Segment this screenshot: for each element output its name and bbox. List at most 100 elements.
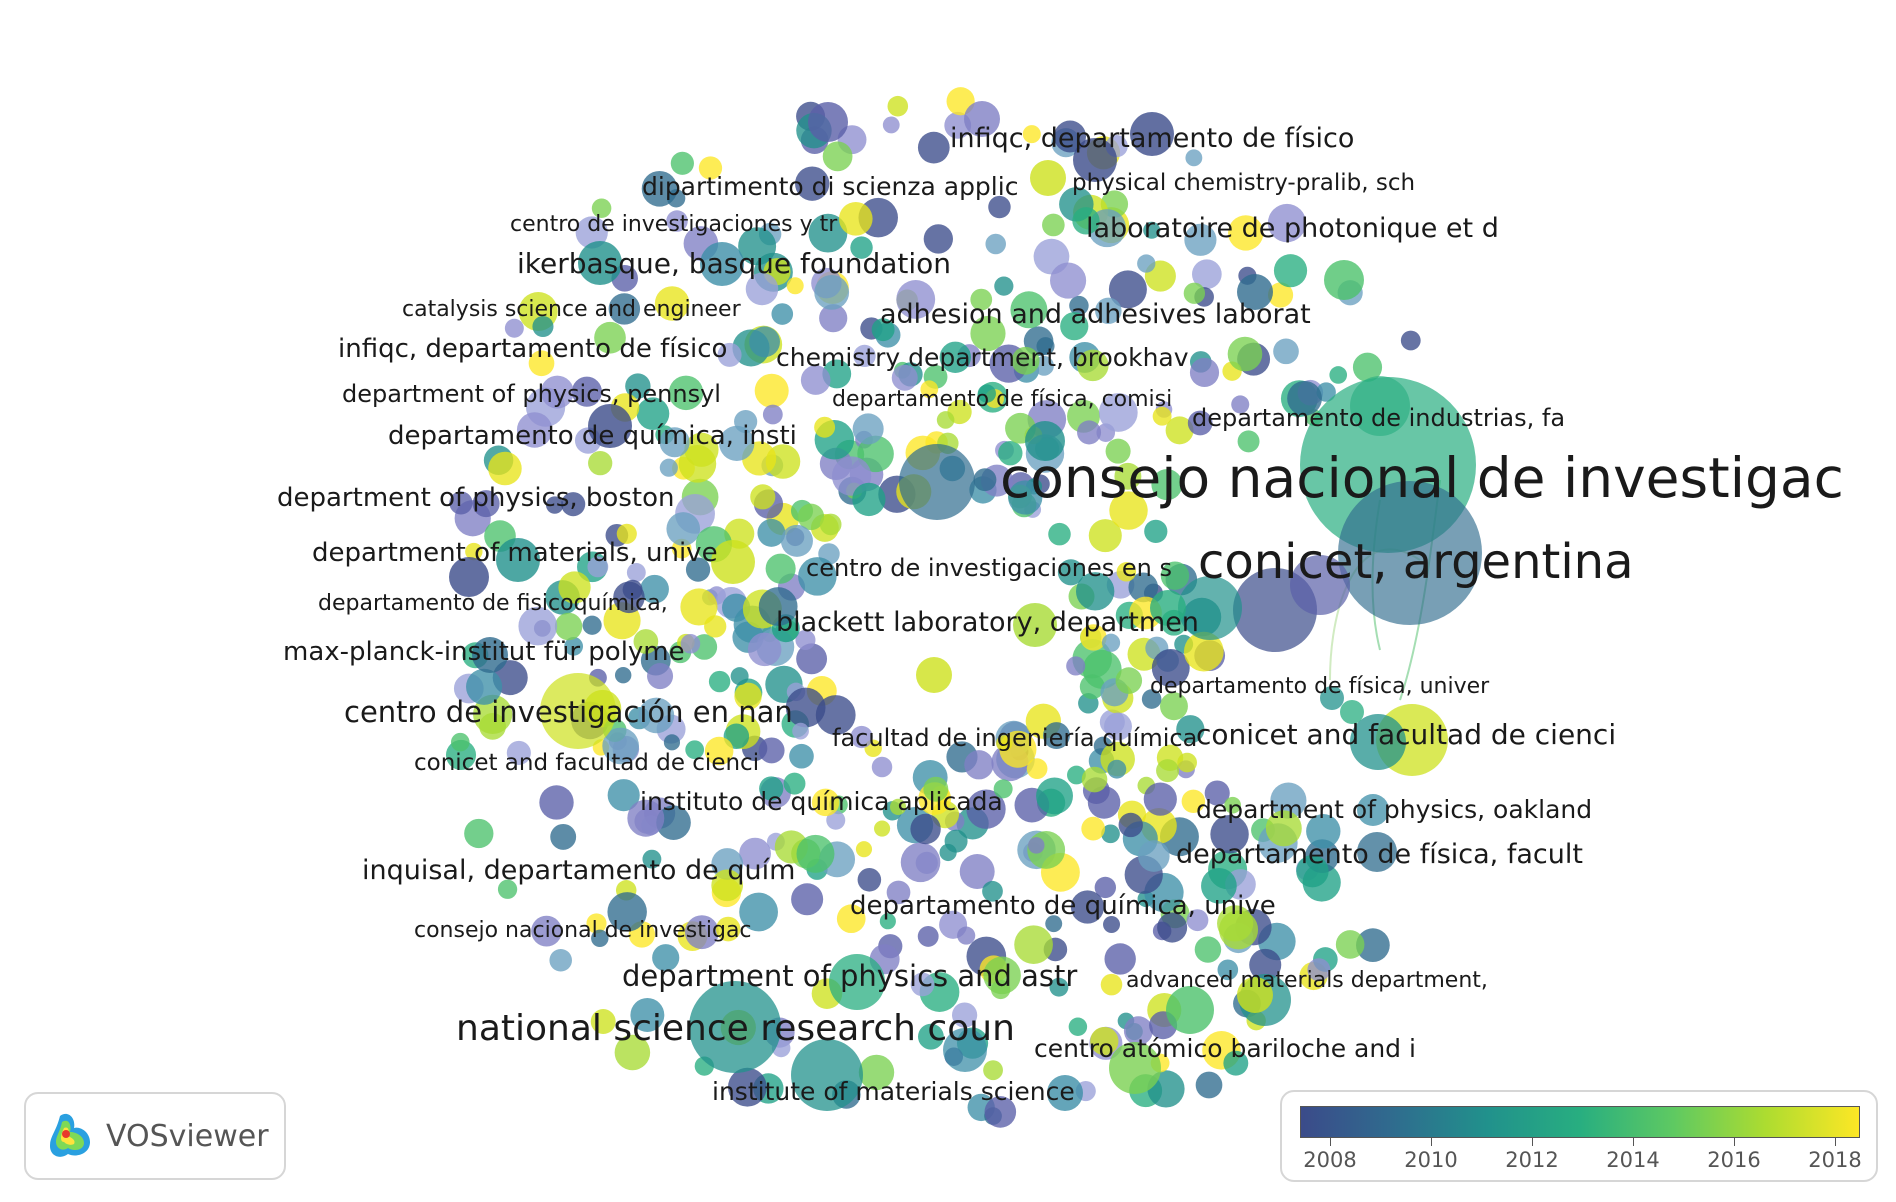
node-circle[interactable] bbox=[970, 315, 1006, 352]
node-circle[interactable] bbox=[488, 451, 522, 486]
node-circle[interactable] bbox=[622, 579, 643, 600]
node-circle[interactable] bbox=[966, 789, 1006, 829]
node-circle[interactable] bbox=[1265, 810, 1302, 847]
node-circle[interactable] bbox=[1109, 1042, 1161, 1094]
node-circle[interactable] bbox=[1352, 352, 1383, 382]
node-circle[interactable] bbox=[591, 198, 612, 219]
node-circle[interactable] bbox=[472, 490, 500, 518]
node-circle[interactable] bbox=[654, 286, 690, 321]
node-circle[interactable] bbox=[959, 854, 995, 890]
node-circle[interactable] bbox=[1010, 291, 1048, 329]
node-circle[interactable] bbox=[472, 637, 508, 673]
node-circle[interactable] bbox=[1008, 480, 1043, 515]
node-circle[interactable] bbox=[1224, 796, 1242, 814]
node-circle[interactable] bbox=[518, 606, 558, 646]
node-circle[interactable] bbox=[698, 156, 723, 180]
node-circle[interactable] bbox=[540, 375, 574, 409]
node-circle[interactable] bbox=[796, 834, 835, 873]
node-circle[interactable] bbox=[762, 404, 783, 425]
node-circle[interactable] bbox=[1049, 977, 1069, 997]
node-circle[interactable] bbox=[996, 735, 1013, 752]
node-circle[interactable] bbox=[750, 484, 776, 510]
node-circle[interactable] bbox=[1204, 780, 1230, 806]
node-circle[interactable] bbox=[964, 750, 994, 780]
node-circle[interactable] bbox=[1116, 562, 1137, 582]
node-circle[interactable] bbox=[1057, 559, 1084, 586]
node-circle[interactable] bbox=[739, 837, 771, 870]
node-circle[interactable] bbox=[747, 632, 782, 667]
node-circle[interactable] bbox=[1290, 555, 1350, 615]
node-circle[interactable] bbox=[789, 743, 814, 769]
node-circle[interactable] bbox=[704, 736, 734, 766]
node-circle[interactable] bbox=[1011, 346, 1040, 375]
node-circle[interactable] bbox=[546, 496, 564, 514]
node-circle[interactable] bbox=[715, 916, 741, 942]
node-circle[interactable] bbox=[759, 776, 784, 801]
node-circle[interactable] bbox=[666, 512, 701, 546]
node-circle[interactable] bbox=[684, 915, 719, 950]
node-circle[interactable] bbox=[1143, 221, 1161, 239]
node-circle[interactable] bbox=[780, 524, 813, 557]
node-circle[interactable] bbox=[652, 944, 680, 972]
node-circle[interactable] bbox=[758, 737, 785, 764]
node-circle[interactable] bbox=[465, 542, 483, 561]
node-circle[interactable] bbox=[795, 629, 816, 650]
node-circle[interactable] bbox=[531, 915, 562, 947]
node-circle[interactable] bbox=[642, 849, 662, 869]
node-circle[interactable] bbox=[1231, 395, 1250, 414]
node-circle[interactable] bbox=[994, 276, 1014, 296]
node-circle[interactable] bbox=[1067, 765, 1086, 785]
node-circle[interactable] bbox=[923, 224, 953, 254]
node-circle[interactable] bbox=[594, 321, 626, 354]
node-circle[interactable] bbox=[1273, 338, 1299, 365]
node-circle[interactable] bbox=[627, 799, 665, 837]
node-circle[interactable] bbox=[668, 375, 704, 411]
node-circle[interactable] bbox=[1118, 812, 1143, 838]
node-circle[interactable] bbox=[636, 397, 670, 430]
node-circle[interactable] bbox=[857, 868, 882, 892]
node-circle[interactable] bbox=[882, 116, 900, 134]
node-circle[interactable] bbox=[680, 588, 718, 626]
node-circle[interactable] bbox=[985, 233, 1006, 255]
node-circle[interactable] bbox=[988, 195, 1011, 219]
node-circle[interactable] bbox=[641, 170, 678, 207]
node-circle[interactable] bbox=[708, 670, 731, 693]
node-circle[interactable] bbox=[1335, 930, 1365, 959]
node-circle[interactable] bbox=[1217, 905, 1254, 942]
node-circle[interactable] bbox=[1189, 357, 1220, 388]
node-circle[interactable] bbox=[633, 629, 659, 654]
node-circle[interactable] bbox=[1287, 380, 1322, 416]
node-circle[interactable] bbox=[1050, 262, 1087, 299]
node-circle[interactable] bbox=[1151, 649, 1190, 687]
node-circle[interactable] bbox=[685, 740, 705, 760]
node-circle[interactable] bbox=[647, 663, 674, 690]
node-circle[interactable] bbox=[717, 342, 742, 367]
node-circle[interactable] bbox=[1101, 633, 1121, 652]
node-circle[interactable] bbox=[970, 288, 993, 311]
node-circle[interactable] bbox=[1098, 393, 1138, 432]
node-circle[interactable] bbox=[826, 810, 846, 830]
node-circle[interactable] bbox=[704, 615, 727, 638]
node-circle[interactable] bbox=[1075, 572, 1115, 611]
node-circle[interactable] bbox=[1249, 948, 1282, 981]
node-circle[interactable] bbox=[1178, 576, 1242, 640]
node-circle[interactable] bbox=[998, 440, 1023, 466]
node-circle[interactable] bbox=[936, 411, 955, 429]
node-circle[interactable] bbox=[614, 1034, 651, 1071]
node-circle[interactable] bbox=[1400, 330, 1421, 351]
node-circle[interactable] bbox=[466, 668, 503, 705]
node-circle[interactable] bbox=[853, 344, 876, 368]
node-circle[interactable] bbox=[795, 166, 830, 201]
node-circle[interactable] bbox=[855, 841, 873, 858]
node-circle[interactable] bbox=[1150, 590, 1186, 626]
node-circle[interactable] bbox=[1105, 438, 1131, 464]
node-circle[interactable] bbox=[1141, 689, 1162, 709]
node-circle[interactable] bbox=[608, 293, 641, 325]
node-circle[interactable] bbox=[680, 633, 701, 654]
node-circle[interactable] bbox=[1340, 700, 1364, 724]
node-circle[interactable] bbox=[757, 518, 786, 547]
node-circle[interactable] bbox=[1223, 1050, 1249, 1076]
node-circle[interactable] bbox=[1156, 759, 1180, 783]
node-circle[interactable] bbox=[449, 557, 489, 597]
node-circle[interactable] bbox=[1048, 522, 1071, 546]
